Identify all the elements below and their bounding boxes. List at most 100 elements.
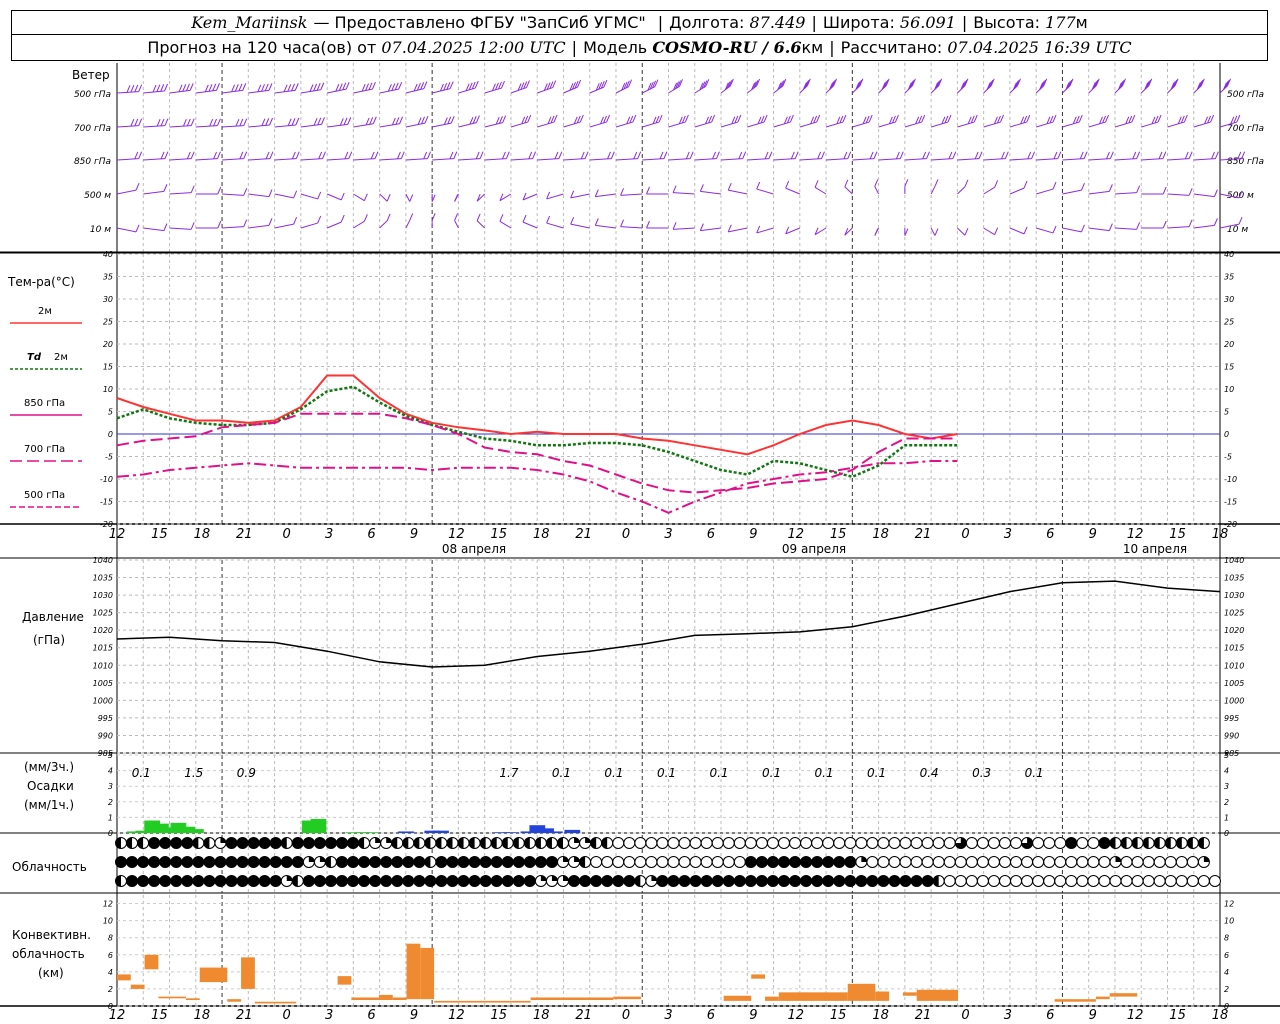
temp-time-label: 12 xyxy=(1127,527,1144,542)
cloud-symbol xyxy=(1043,875,1056,887)
wind-barb xyxy=(785,187,801,195)
cloud-symbol xyxy=(302,837,315,849)
cloud-symbol xyxy=(512,856,525,868)
provider-text: — Предоставлено ФГБУ "ЗапСиб УГМС" xyxy=(313,13,646,32)
wind-barb-feather xyxy=(517,83,522,91)
pressure-ytick-left: 1020 xyxy=(93,626,113,635)
cloud-symbol xyxy=(921,837,934,849)
cloud-symbol xyxy=(1164,875,1177,887)
cloud-symbol-half xyxy=(413,837,420,849)
wind-barb-feather xyxy=(313,118,318,126)
cloud-symbol xyxy=(1010,837,1023,849)
wind-barb-feather xyxy=(475,151,480,160)
wind-barb xyxy=(983,158,1006,161)
wind-barb-feather xyxy=(844,228,849,236)
cloud-symbol-half xyxy=(192,837,199,849)
cloud-symbol xyxy=(612,875,625,887)
cloud-symbol xyxy=(236,856,249,868)
conv-block xyxy=(875,991,890,1001)
wind-barb-feather xyxy=(1095,78,1100,86)
cloud-symbol-quarter xyxy=(1115,856,1121,862)
wind-barb-feather xyxy=(1109,151,1114,159)
precip-3h-value: 0.1 xyxy=(709,766,728,780)
wind-barb-feather xyxy=(269,117,274,126)
wind-barb-feather xyxy=(309,84,314,92)
temp-ytick-right: -20 xyxy=(1224,520,1237,529)
wind-barb-feather xyxy=(190,222,195,230)
wind-barb xyxy=(957,158,980,161)
wind-barb-feather xyxy=(786,115,791,124)
cloud-symbol xyxy=(468,856,481,868)
cloud-symbol-half xyxy=(1143,837,1149,849)
wind-barb-feather xyxy=(856,81,861,89)
cloud-symbol-half xyxy=(203,837,210,849)
conv-block xyxy=(213,967,228,983)
conv-ytick-left: 4 xyxy=(108,968,113,977)
wind-barb-feather xyxy=(673,82,678,91)
pressure-ytick-left: 1005 xyxy=(93,679,113,688)
wind-barb-feather xyxy=(1241,151,1246,159)
wind-barb-feather xyxy=(347,117,352,125)
wind-barb xyxy=(1036,227,1054,234)
wind-barb xyxy=(620,226,643,229)
conv-time-label: 18 xyxy=(1212,1008,1229,1023)
wind-barb-feather xyxy=(317,117,322,126)
cloud-symbol xyxy=(501,856,514,868)
conv-time-label: 18 xyxy=(194,1008,211,1023)
cloud-symbol-half xyxy=(634,875,641,887)
wind-barb-feather xyxy=(598,82,603,90)
wind-barb-feather xyxy=(756,78,761,87)
wind-barb-feather xyxy=(907,82,912,90)
wind-barb-feather xyxy=(527,114,532,123)
cloud-symbol xyxy=(247,837,260,849)
wind-barb xyxy=(300,123,322,128)
temp-time-label: 9 xyxy=(1089,527,1097,542)
cloud-symbol xyxy=(877,856,890,868)
precip-bar xyxy=(188,829,204,833)
wind-barb-feather xyxy=(234,84,239,92)
cloud-symbol xyxy=(678,837,691,849)
conv-block xyxy=(847,983,876,1001)
wind-barb-feather xyxy=(1148,78,1153,86)
cloud-symbol-half xyxy=(1154,837,1160,849)
wind-barb-feather xyxy=(532,151,537,159)
wind-barb-feather xyxy=(620,219,625,227)
wind-barb-feather xyxy=(363,193,368,201)
precip-3h-value: 1.5 xyxy=(184,766,203,780)
precip-ytick-right: 3 xyxy=(1224,782,1229,791)
cloud-symbol-half xyxy=(546,837,552,849)
precip-bar xyxy=(135,830,152,833)
wind-barb-feather xyxy=(782,78,787,87)
cloud-symbol xyxy=(126,856,139,868)
cloud-symbol-quarter xyxy=(861,856,867,862)
cloud-symbol xyxy=(181,875,194,887)
temp-time-label: 18 xyxy=(194,527,211,542)
temp-ytick-right: -5 xyxy=(1224,453,1232,462)
cloud-symbol xyxy=(115,856,127,868)
cloud-symbol-half xyxy=(435,837,442,849)
wind-barb-feather xyxy=(1227,78,1231,86)
wind-barb xyxy=(1114,227,1137,230)
conv-block xyxy=(1054,999,1096,1002)
wind-barb-feather xyxy=(134,84,139,93)
wind-barb-feather xyxy=(164,118,169,126)
wind-barb-feather xyxy=(1199,79,1204,88)
wind-barb-feather xyxy=(577,79,582,88)
wind-barb-feather xyxy=(814,227,819,235)
wind-barb-feather xyxy=(543,83,548,91)
wind-barb-feather xyxy=(621,82,626,91)
cloud-symbol xyxy=(446,856,459,868)
precip-3h-value: 0.1 xyxy=(815,766,834,780)
cloud-symbol xyxy=(181,856,194,868)
temp-ytick-left: 30 xyxy=(103,295,113,304)
cloud-symbol xyxy=(545,856,558,868)
pressure-ytick-right: 1035 xyxy=(1224,574,1244,583)
temp-ytick-right: 30 xyxy=(1224,295,1234,304)
pressure-label: Давление xyxy=(22,610,84,624)
pressure-ytick-left: 1000 xyxy=(93,696,113,705)
wind-barb xyxy=(522,193,538,201)
cloud-symbol xyxy=(1021,856,1034,868)
wind-barb-feather xyxy=(268,83,273,91)
cloud-symbol xyxy=(811,856,824,868)
pressure-ytick-left: 1040 xyxy=(93,556,113,565)
